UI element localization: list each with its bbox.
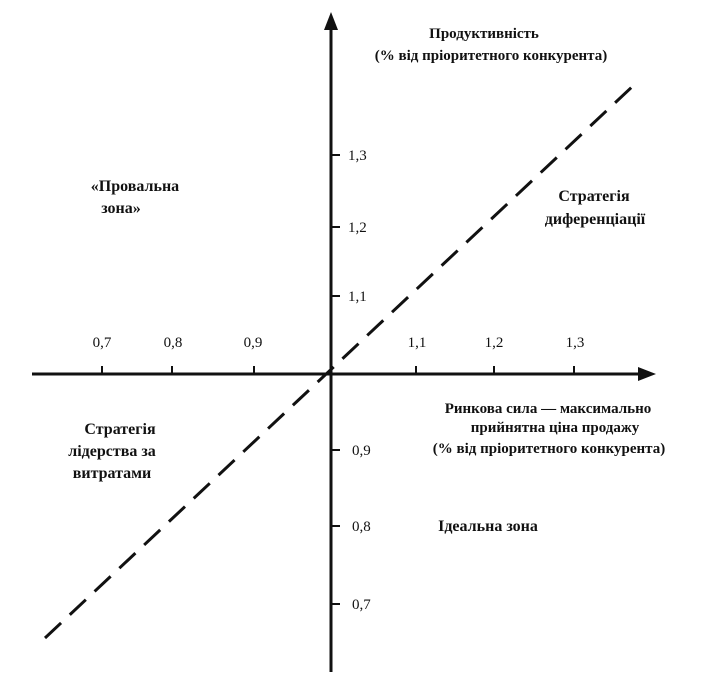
- x-tick-label: 1,1: [408, 335, 427, 351]
- y-tick-label: 1,3: [348, 148, 367, 164]
- x-tick-label: 1,2: [485, 335, 504, 351]
- y-axis-title-line1: Продуктивність: [429, 26, 539, 42]
- failure-zone-label-line2: зона»: [101, 200, 141, 217]
- cost-leadership-label-line1: Стратегія: [84, 421, 156, 438]
- differentiation-label-line1: Стратегія: [558, 188, 630, 205]
- y-axis-arrow-icon: [324, 12, 338, 30]
- ideal-zone-label: Ідеальна зона: [438, 518, 538, 535]
- x-axis-title-line3: (% від пріоритетного конкурента): [433, 441, 665, 457]
- x-tick-label: 0,9: [244, 335, 263, 351]
- cost-leadership-label-line3: витратами: [73, 465, 152, 482]
- x-axis-arrow-icon: [638, 367, 656, 381]
- y-axis-title-line2: (% від пріоритетного конкурента): [375, 48, 607, 64]
- x-axis-tick-marks: [101, 366, 575, 374]
- x-axis-title-line1: Ринкова сила — максимально: [445, 401, 652, 417]
- x-tick-label: 1,3: [566, 335, 585, 351]
- x-tick-label: 0,8: [164, 335, 183, 351]
- x-tick-label: 0,7: [93, 335, 112, 351]
- differentiation-label-line2: диференціації: [545, 211, 646, 228]
- y-tick-label: 1,2: [348, 220, 367, 236]
- y-axis-tick-marks: [331, 154, 340, 605]
- diagonal-dashed-line: [43, 83, 636, 640]
- y-tick-label: 0,9: [352, 443, 371, 459]
- cost-leadership-label-line2: лідерства за: [68, 443, 156, 460]
- y-tick-label: 1,1: [348, 289, 367, 305]
- y-tick-label: 0,8: [352, 519, 371, 535]
- y-tick-label: 0,7: [352, 597, 371, 613]
- x-axis-title-line2: прийнятна ціна продажу: [471, 420, 640, 436]
- failure-zone-label-line1: «Провальна: [91, 178, 179, 195]
